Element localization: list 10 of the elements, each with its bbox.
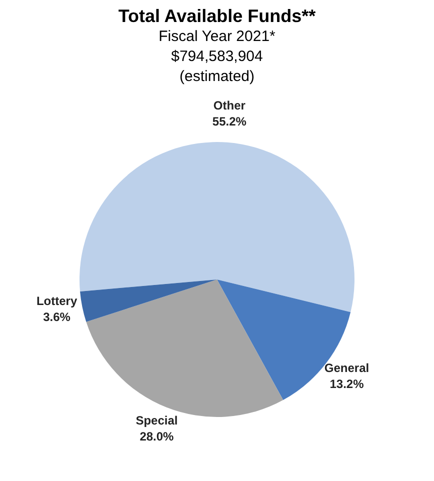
data-label: 3.6% bbox=[43, 310, 71, 324]
chart-subtitle: Fiscal Year 2021* $794,583,904 (estimated) bbox=[158, 27, 276, 87]
data-label: 55.2% bbox=[212, 114, 247, 128]
data-label: 13.2% bbox=[330, 376, 364, 391]
data-label: 28.0% bbox=[140, 429, 174, 444]
slice-label: Lottery bbox=[36, 294, 78, 308]
slice-label: Other bbox=[213, 98, 246, 112]
chart-title: Total Available Funds** bbox=[117, 6, 317, 27]
slice-label: General bbox=[324, 360, 370, 375]
slice-label: Special bbox=[136, 413, 178, 428]
